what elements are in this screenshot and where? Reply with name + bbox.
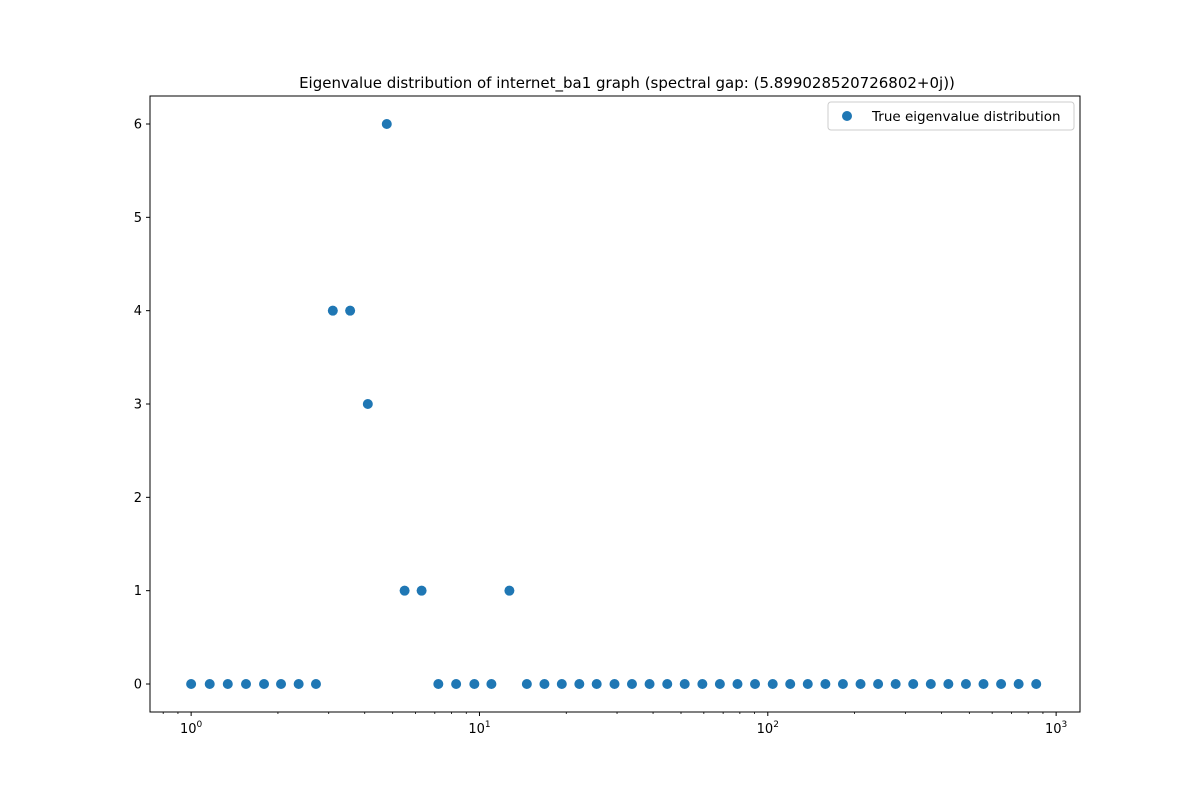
data-point <box>293 679 304 689</box>
data-points <box>186 119 1042 689</box>
data-point <box>1013 679 1024 689</box>
data-point <box>521 679 532 689</box>
data-point <box>750 679 761 689</box>
data-point <box>626 679 637 689</box>
data-point <box>362 399 373 409</box>
axes: 0 1 2 3 4 5 6 100 101 102 103 <box>134 95 1081 737</box>
legend: True eigenvalue distribution <box>827 101 1075 131</box>
x-tick-label: 102 <box>757 720 779 737</box>
y-tick-label: 0 <box>134 678 142 693</box>
data-point <box>591 679 602 689</box>
data-point <box>310 679 321 689</box>
data-point <box>276 679 287 689</box>
data-point <box>433 679 444 689</box>
data-point <box>978 679 989 689</box>
data-point <box>222 679 233 689</box>
plot-background <box>150 96 1080 712</box>
data-point <box>697 679 708 689</box>
legend-marker <box>842 111 852 121</box>
data-point <box>960 679 971 689</box>
data-point <box>855 679 866 689</box>
y-tick-label: 5 <box>134 211 142 226</box>
data-point <box>259 679 270 689</box>
legend-label: True eigenvalue distribution <box>871 109 1061 125</box>
data-point <box>381 119 392 129</box>
data-point <box>186 679 197 689</box>
plot-area <box>150 96 1080 712</box>
chart-title: Eigenvalue distribution of internet_ba1 … <box>299 74 955 93</box>
x-tick-label: 103 <box>1045 720 1067 737</box>
data-point <box>785 679 796 689</box>
data-point <box>345 305 356 316</box>
data-point <box>837 679 848 689</box>
data-point <box>873 679 884 689</box>
x-tick-label: 101 <box>468 720 490 737</box>
data-point <box>486 679 497 689</box>
data-point <box>925 679 936 689</box>
data-point <box>399 585 410 596</box>
y-tick-label: 4 <box>134 304 142 319</box>
data-point <box>1031 679 1042 689</box>
y-tick-label: 1 <box>134 584 142 599</box>
legend-box <box>827 101 1075 131</box>
y-tick-label: 3 <box>134 398 142 413</box>
data-point <box>574 679 585 689</box>
data-point <box>539 679 550 689</box>
data-point <box>732 679 743 689</box>
data-point <box>802 679 813 689</box>
data-point <box>241 679 252 689</box>
data-point <box>943 679 954 689</box>
data-point <box>679 679 690 689</box>
data-point <box>504 585 515 596</box>
data-point <box>204 679 215 689</box>
data-point <box>714 679 725 689</box>
data-point <box>416 585 427 596</box>
data-point <box>644 679 655 689</box>
x-tick-label: 100 <box>180 720 203 737</box>
y-tick-label: 6 <box>134 118 142 133</box>
data-point <box>327 305 338 316</box>
data-point <box>662 679 673 689</box>
data-point <box>556 679 567 689</box>
data-point <box>890 679 901 689</box>
data-point <box>451 679 462 689</box>
data-point <box>908 679 919 689</box>
data-point <box>469 679 480 689</box>
data-point <box>820 679 831 689</box>
data-point <box>609 679 620 689</box>
data-point <box>767 679 778 689</box>
data-point <box>996 679 1007 689</box>
y-tick-label: 2 <box>134 491 142 506</box>
